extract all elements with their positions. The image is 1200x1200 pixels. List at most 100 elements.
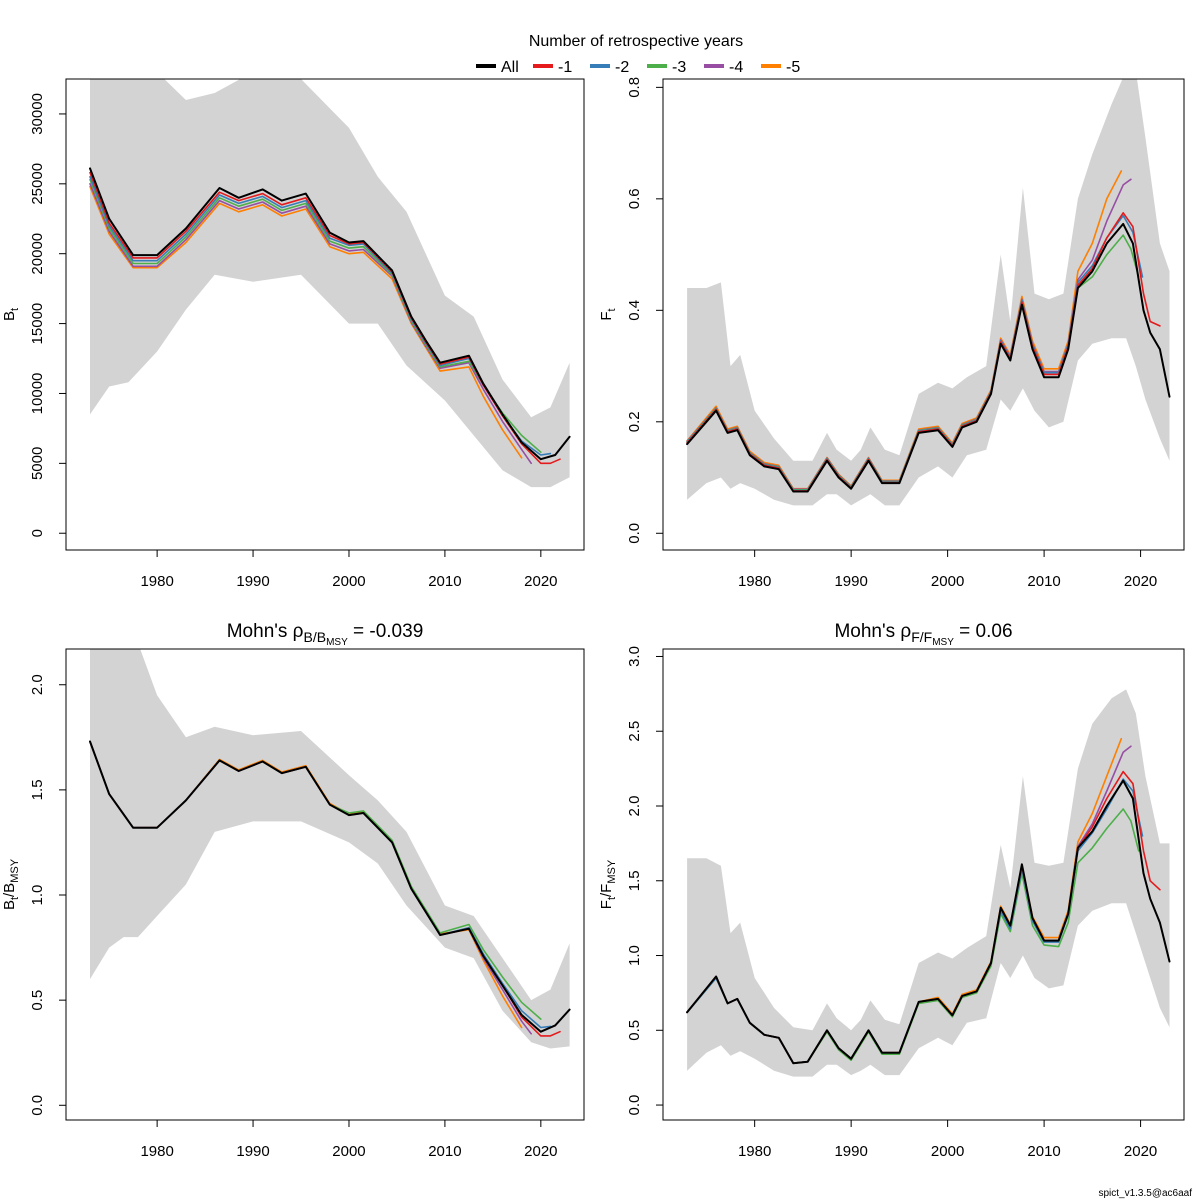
x-tick-label: 1990 xyxy=(834,1143,867,1160)
y-tick-label: 1.5 xyxy=(29,779,46,800)
panel-title: Mohn's ρF/FMSY = 0.06 xyxy=(834,621,1012,648)
y-axis-label: Bt xyxy=(1,308,21,321)
legend: Number of retrospective years All -1 -2 -3 -… xyxy=(476,33,800,76)
y-tick-label: 0 xyxy=(29,529,46,537)
y-axis-label-main: B xyxy=(1,311,18,321)
y-axis-label-sub: t xyxy=(9,308,21,311)
legend-label-3: -3 xyxy=(672,59,686,76)
legend-label-4: -4 xyxy=(729,59,743,76)
x-tick-label: 1990 xyxy=(236,573,269,590)
ci-band xyxy=(90,649,570,1049)
y-axis-label-main: F xyxy=(598,311,615,320)
y-tick-label: 1.0 xyxy=(626,945,643,966)
y-axis-label: Ft xyxy=(598,308,618,320)
y-tick-label: 15000 xyxy=(29,303,46,345)
x-tick-label: 1980 xyxy=(140,1143,173,1160)
ci-band xyxy=(687,689,1170,1077)
panel-title-value: = -0.039 xyxy=(348,621,424,642)
y-tick-label: 25000 xyxy=(29,163,46,205)
series-line-All xyxy=(89,740,571,1033)
panel-1: 1980 1990 2000 2010 2020 0.0 0.2 0.4 0.6 0.8 Ft xyxy=(598,77,1185,590)
x-tick-label: 2000 xyxy=(332,1143,365,1160)
footer-version: spict_v1.3.5@ac6aaf xyxy=(1098,1188,1192,1199)
ci-band xyxy=(687,79,1170,506)
y-tick-label: 20000 xyxy=(29,233,46,275)
plot-frame xyxy=(662,648,1185,1121)
y-tick-label: 0.8 xyxy=(626,77,643,98)
plot-frame xyxy=(65,78,585,551)
y-axis-label-rest: /F xyxy=(598,884,615,897)
legend-label-1: -1 xyxy=(558,59,572,76)
y-tick-label: 3.0 xyxy=(626,646,643,667)
y-axis-label-main: B xyxy=(1,900,18,910)
legend-label-2: -2 xyxy=(615,59,629,76)
x-tick-label: 2000 xyxy=(931,573,964,590)
series-line--4 xyxy=(89,183,532,465)
x-tick-label: 2000 xyxy=(931,1143,964,1160)
x-tick-label: 2010 xyxy=(1027,573,1060,590)
panel-title-main: Mohn's ρ xyxy=(834,621,911,642)
panel-title-subsub: MSY xyxy=(326,637,348,648)
panel-title-subsub: MSY xyxy=(932,637,954,648)
panel-title-main: Mohn's ρ xyxy=(227,621,304,642)
y-axis-label-sub: t xyxy=(606,308,618,311)
x-tick-label: 2010 xyxy=(428,1143,461,1160)
panel-0: 1980 1990 2000 2010 2020 0 5000 10000 15000 20000… xyxy=(1,78,585,590)
y-tick-label: 30000 xyxy=(29,93,46,135)
panels: 1980 1990 2000 2010 202005000100001500020000… xyxy=(1,77,1185,1160)
y-axis-label: Ft/FMSY xyxy=(598,859,618,909)
y-tick-label: 0.0 xyxy=(626,523,643,544)
x-tick-label: 2010 xyxy=(428,573,461,590)
y-axis-label: Bt/BMSY xyxy=(1,858,21,910)
y-tick-label: 2.0 xyxy=(626,796,643,817)
y-tick-label: 0.2 xyxy=(626,411,643,432)
y-tick-label: 2.0 xyxy=(29,674,46,695)
x-tick-label: 2010 xyxy=(1027,1143,1060,1160)
panel-title-sub: B/B xyxy=(303,629,326,645)
y-axis-label-sub: t xyxy=(606,897,618,900)
y-tick-label: 0.5 xyxy=(29,990,46,1011)
ci-band xyxy=(90,79,570,488)
panel-2: 1980 1990 2000 2010 20200.00.51.01.52.0Bt/BM… xyxy=(1,621,585,1160)
x-tick-label: 2020 xyxy=(524,1143,557,1160)
y-tick-label: 0.5 xyxy=(626,1020,643,1041)
x-tick-label: 1980 xyxy=(738,1143,771,1160)
x-tick-label: 2020 xyxy=(1124,573,1157,590)
series-line-All xyxy=(686,222,1171,493)
panel-title-value: = 0.06 xyxy=(954,621,1013,642)
x-tick-label: 2000 xyxy=(332,573,365,590)
y-tick-label: 1.5 xyxy=(626,870,643,891)
panel-title-sub: F/F xyxy=(911,629,932,645)
y-tick-label: 5000 xyxy=(29,447,46,480)
plot-frame xyxy=(662,78,1185,551)
y-axis-label-sub2: MSY xyxy=(9,858,21,883)
legend-label-5: -5 xyxy=(786,59,800,76)
plot-frame xyxy=(65,648,585,1121)
panel-3: 1980 1990 2000 2010 2020 0.0 0.5 1.0 1.5 2.0 2.5 3.… xyxy=(598,621,1185,1160)
x-tick-label: 2020 xyxy=(524,573,557,590)
y-tick-label: 0.0 xyxy=(29,1095,46,1116)
y-tick-label: 1.0 xyxy=(29,885,46,906)
y-axis-label-sub2: MSY xyxy=(606,859,618,884)
x-tick-label: 1980 xyxy=(738,573,771,590)
x-tick-label: 1980 xyxy=(140,573,173,590)
series-line-All xyxy=(89,167,571,461)
y-axis-label-main: F xyxy=(598,900,615,909)
y-tick-label: 10000 xyxy=(29,373,46,415)
y-tick-label: 0.0 xyxy=(626,1095,643,1116)
series-line--5 xyxy=(89,185,523,459)
x-tick-label: 1990 xyxy=(834,573,867,590)
series-line-All xyxy=(686,779,1171,1065)
series-line--5 xyxy=(686,170,1123,490)
x-tick-label: 1990 xyxy=(236,1143,269,1160)
legend-label-0: All xyxy=(501,59,519,76)
legend-title: Number of retrospective years xyxy=(529,33,743,50)
y-axis-label-rest: /B xyxy=(1,883,18,897)
y-tick-label: 2.5 xyxy=(626,721,643,742)
y-tick-label: 0.6 xyxy=(626,188,643,209)
y-axis-label-sub: t xyxy=(9,897,21,900)
panel-title: Mohn's ρB/BMSY = -0.039 xyxy=(227,621,424,648)
y-tick-label: 0.4 xyxy=(626,300,643,321)
x-tick-label: 2020 xyxy=(1124,1143,1157,1160)
